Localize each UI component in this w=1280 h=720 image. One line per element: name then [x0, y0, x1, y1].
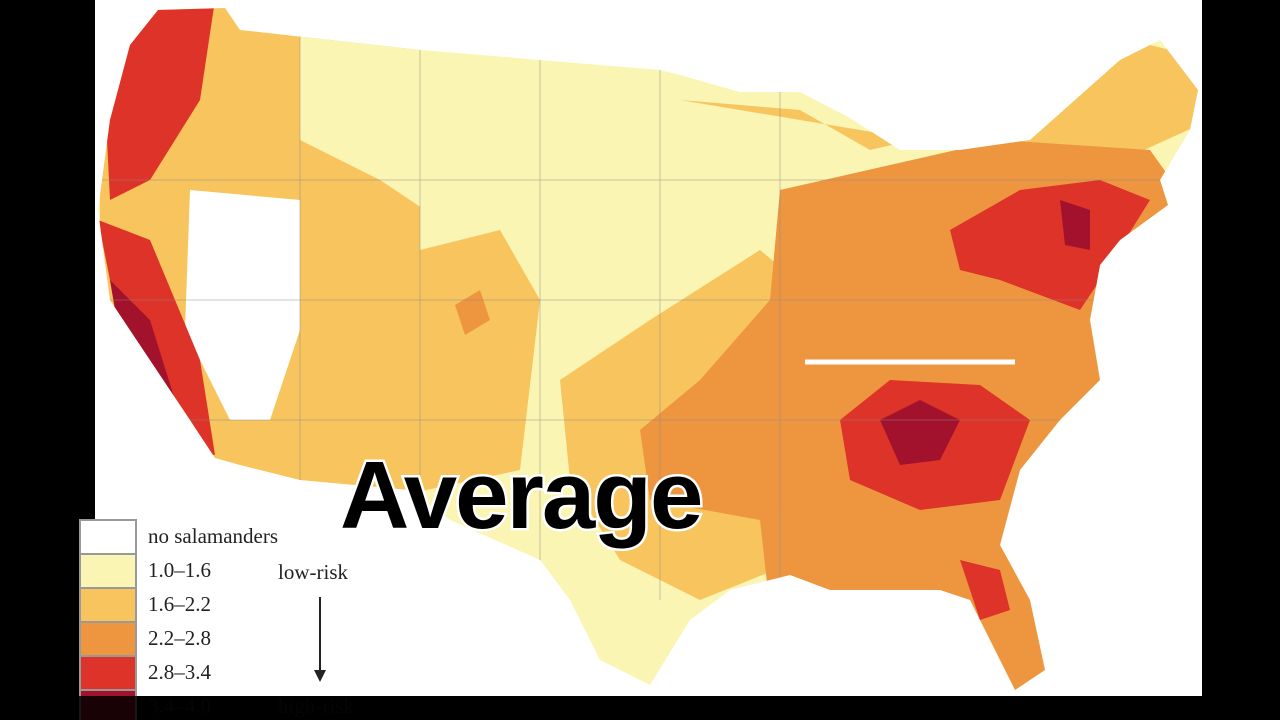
legend-swatch	[79, 587, 137, 623]
legend-swatch	[79, 655, 137, 691]
region	[100, 8, 215, 200]
region	[455, 290, 490, 335]
state-borders	[100, 8, 1198, 600]
legend-swatch	[79, 621, 137, 657]
region	[185, 190, 300, 420]
region	[300, 8, 520, 220]
legend-label: 2.8–3.4	[148, 660, 212, 684]
legend-label: 1.0–1.6	[148, 558, 211, 582]
region	[98, 220, 215, 455]
overlay-caption: Average	[340, 442, 701, 549]
legend-label: no salamanders	[148, 524, 278, 548]
risk-arrow-head	[314, 670, 326, 682]
legend-swatch	[79, 553, 137, 589]
legend-swatch	[79, 519, 137, 555]
legend-label: 2.2–2.8	[148, 626, 211, 650]
region	[880, 400, 960, 465]
region	[1060, 200, 1090, 250]
region	[960, 560, 1010, 620]
legend-label: 1.6–2.2	[148, 592, 211, 616]
bottom-bar	[0, 696, 1280, 720]
low-risk-label: low-risk	[278, 560, 348, 584]
